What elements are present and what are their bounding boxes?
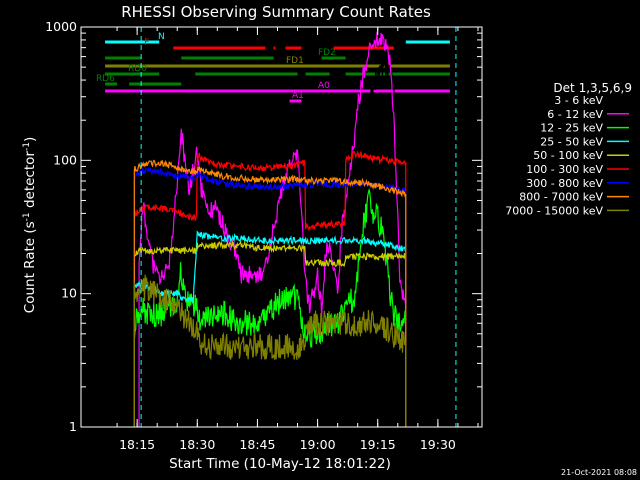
series-line-800-7000-keV <box>133 159 407 427</box>
y-tick-label-1: 1 <box>69 419 77 434</box>
series-line-6-12-keV <box>138 31 407 427</box>
legend-label-12-25-keV: 12 - 25 keV <box>540 122 603 135</box>
y-tick-label-1000: 1000 <box>45 19 77 34</box>
series-line-25-50-keV <box>133 230 407 427</box>
flag-label-N: N <box>158 32 165 42</box>
legend-label-25-50-keV: 25 - 50 keV <box>540 135 603 148</box>
legend-label-6-12-keV: 6 - 12 keV <box>547 108 603 121</box>
flag-label-RD6: RD6 <box>96 74 115 84</box>
y-label-part2: detector <box>22 151 38 213</box>
y-axis-label: Count Rate (s-1 detector-1) <box>22 137 38 313</box>
series-line-12-25-keV <box>133 187 407 427</box>
legend-label-7000-15000-keV: 7000 - 15000 keV <box>505 204 603 217</box>
flag-label-FD1: FD1 <box>286 56 304 66</box>
x-tick-label-18:45: 18:45 <box>239 437 275 452</box>
series-line-300-800-keV <box>133 166 407 427</box>
legend-label-50-100-keV: 50 - 100 keV <box>533 149 603 162</box>
y-tick-label-100: 100 <box>53 152 77 167</box>
x-tick-label-18:30: 18:30 <box>179 437 215 452</box>
y-tick-label-10: 10 <box>61 286 77 301</box>
legend-title: Det 1,3,5,6,9 <box>553 81 632 95</box>
x-axis-label: Start Time (10-May-12 18:01:22) <box>169 456 391 472</box>
y-label-sup1: -1 <box>22 212 32 221</box>
legend-label-100-300-keV: 100 - 300 keV <box>526 163 603 176</box>
x-tick-label-18:15: 18:15 <box>119 437 155 452</box>
y-label-sup2: -1 <box>22 142 32 151</box>
legend-label-300-800-keV: 300 - 800 keV <box>526 177 603 190</box>
footer-date: 21-Oct-2021 08:08 <box>561 468 637 477</box>
plot-frame <box>80 26 483 428</box>
series-line-50-100-keV <box>133 239 407 427</box>
dashed-markers-layer <box>140 27 457 427</box>
x-tick-label-19:15: 19:15 <box>360 437 396 452</box>
legend-label-3-6-keV: 3 - 6 keV <box>554 94 603 107</box>
legend-label-800-7000-keV: 800 - 7000 keV <box>519 191 603 204</box>
x-tick-label-19:30: 19:30 <box>420 437 456 452</box>
flag-label-A1: A1 <box>292 91 304 101</box>
flag-label-A0: A0 <box>318 81 330 91</box>
y-label-part1: Count Rate (s <box>22 221 38 313</box>
x-tick-label-19:00: 19:00 <box>300 437 336 452</box>
flag-bars-layer: NF FD1 FD2 RD0 RD6 A0 A1 <box>96 32 450 103</box>
flag-label-RD0: RD0 <box>128 64 147 74</box>
series-line-100-300-keV <box>133 150 407 427</box>
series-line-7000-15000-keV <box>133 274 407 427</box>
flag-label-F: F <box>144 38 149 48</box>
y-label-part3: ) <box>22 137 38 142</box>
series-layer <box>133 31 407 428</box>
axis-ticks-layer: 18:15 18:30 18:45 19:00 19:15 19:30 1 10 100 1000 <box>45 19 482 452</box>
flag-label-FD2: FD2 <box>318 48 336 58</box>
chart-title: RHESSI Observing Summary Count Rates <box>121 3 431 21</box>
